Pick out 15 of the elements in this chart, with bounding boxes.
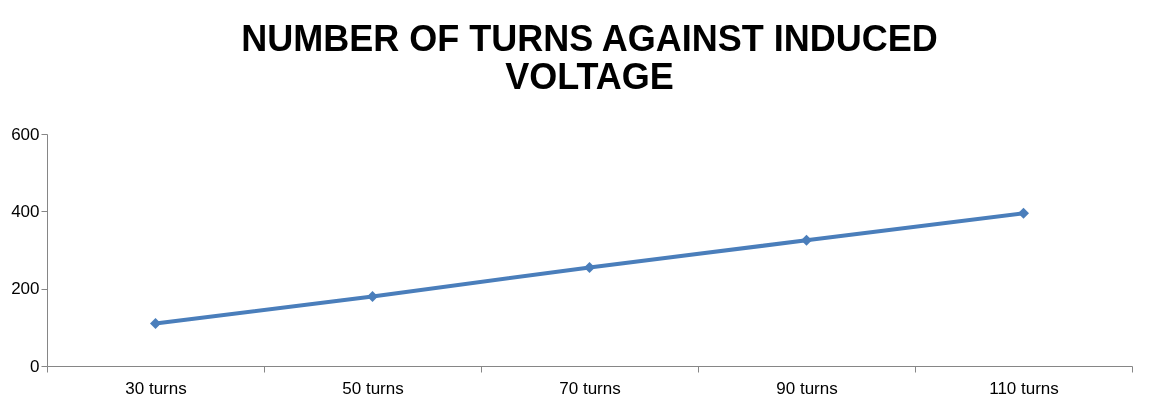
x-tick-label: 110 turns (989, 378, 1059, 398)
y-tick-label: 200 (11, 279, 40, 299)
point (150, 317, 161, 329)
point (801, 234, 812, 246)
x-tick-label: 70 turns (559, 378, 621, 398)
point (367, 290, 378, 302)
x-tick-label: 30 turns (125, 378, 187, 398)
point (584, 261, 595, 273)
y-tick-label: 0 (30, 356, 40, 376)
y-tick-label: 600 (11, 124, 40, 144)
y-tick-label: 400 (11, 201, 40, 221)
x-tick-label: 90 turns (776, 378, 838, 398)
point (1018, 207, 1029, 219)
x-tick-label: 50 turns (342, 378, 404, 398)
chart-title: NUMBER OF TURNS AGAINST INDUCED VOLTAGE (241, 18, 938, 97)
